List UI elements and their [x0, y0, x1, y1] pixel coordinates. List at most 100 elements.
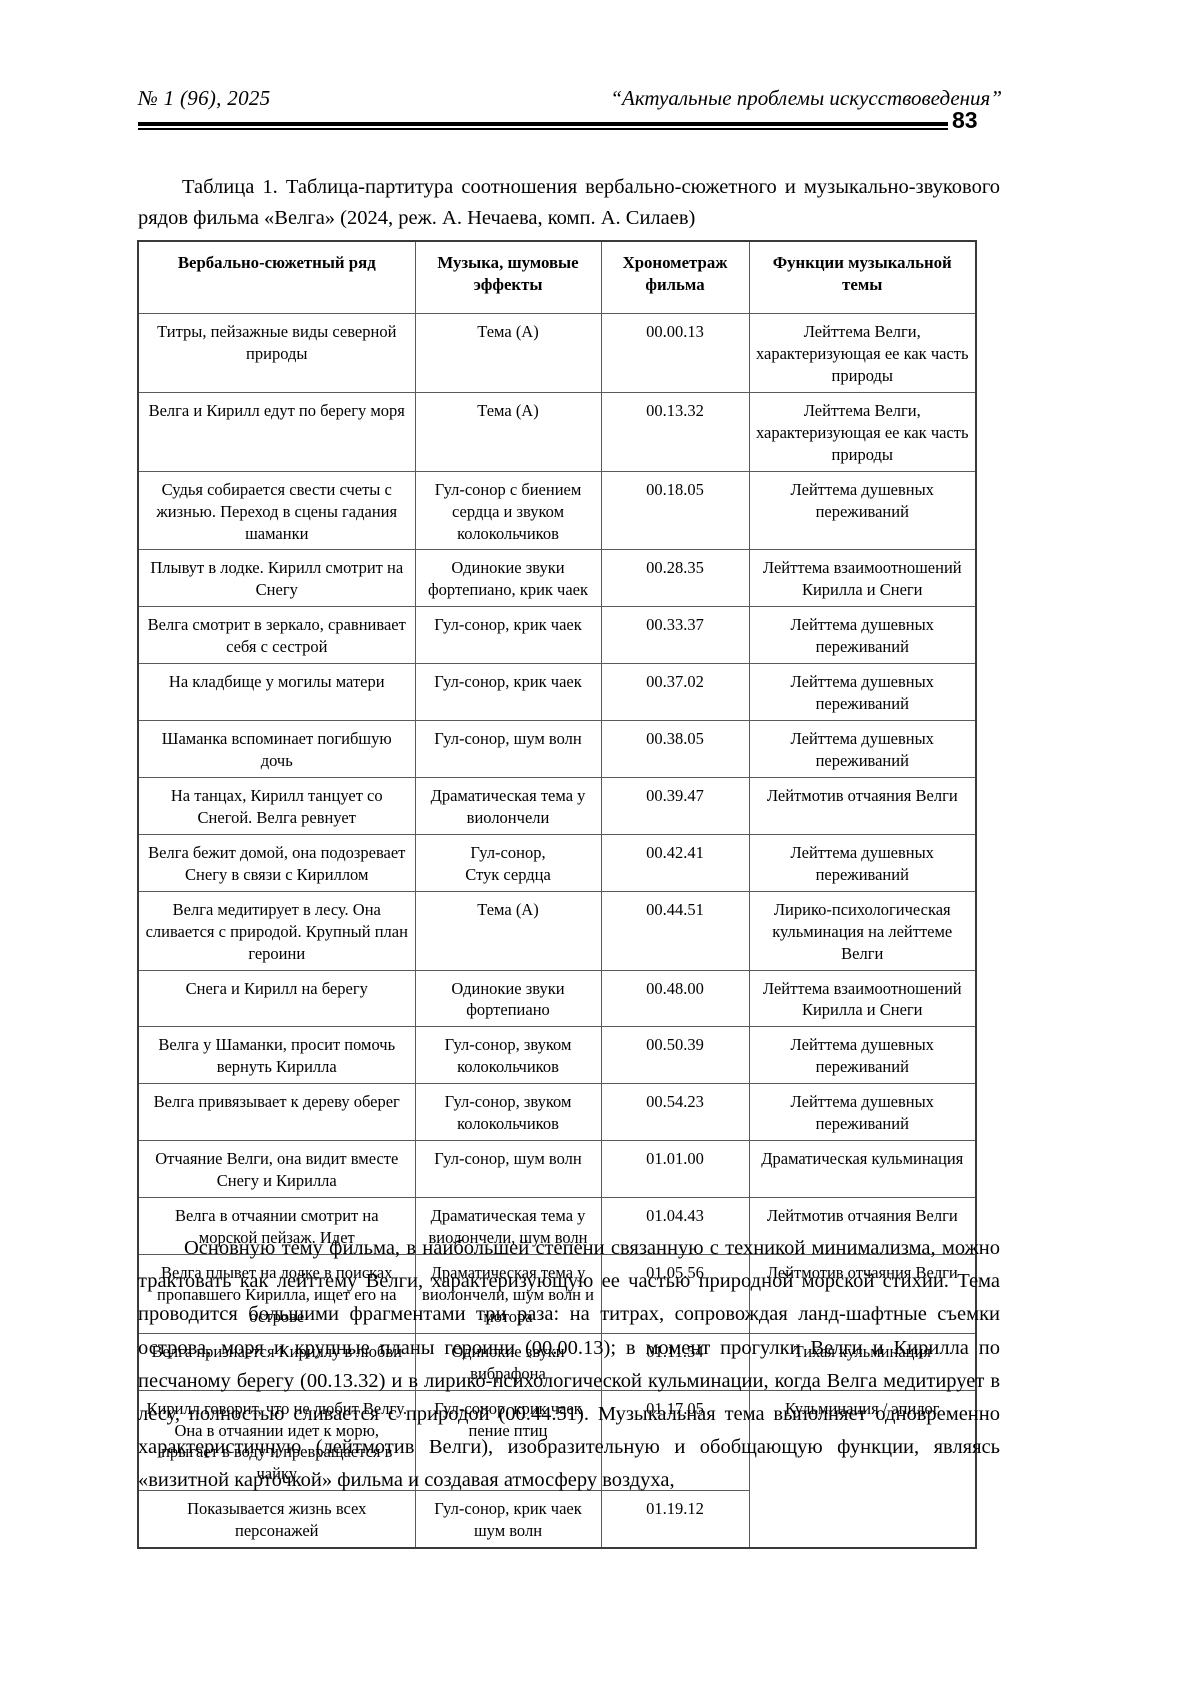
table-row: Велга и Кирилл едут по берегу моря Тема (… — [137, 391, 977, 472]
cell-verbal: На кладбище у могилы матери — [137, 663, 416, 722]
cell-verbal: Судья собирается свести счеты с жизнью. … — [137, 470, 416, 551]
cell-time: 00.38.05 — [600, 720, 750, 778]
cell-time: 01.11.54 — [600, 1332, 750, 1391]
cell-time: 00.33.37 — [600, 606, 750, 665]
cell-function: Драматическая кульминация — [748, 1140, 977, 1198]
cell-verbal: Велга привязывает к дереву оберег — [137, 1083, 416, 1142]
rule-gap — [138, 126, 948, 128]
cell-verbal: Титры, пейзажные виды северной природы — [137, 313, 416, 393]
cell-function: Лейттема душевных переживаний — [748, 606, 977, 665]
table-row: Велга медитирует в лесу. Она сливается с… — [137, 890, 977, 971]
score-table: Вербально-сюжетный ряд Музыка, шумовые э… — [137, 240, 977, 1550]
table-row: На танцах, Кирилл танцует со Снегой. Вел… — [137, 776, 977, 835]
score-table-wrapper: Вербально-сюжетный ряд Музыка, шумовые э… — [137, 240, 977, 1550]
cell-function: Лейттема взаимоотношений Кирилла и Снеги — [748, 969, 977, 1028]
cell-music: Тема (А) — [414, 313, 602, 393]
cell-verbal: Шаманка вспоминает погибшую дочь — [137, 720, 416, 778]
table-row: Показывается жизнь всех персонажей Гул-со… — [137, 1490, 976, 1549]
running-head: № 1 (96), 2025 “Актуальные проблемы иску… — [138, 86, 1002, 111]
table-row: Отчаяние Велги, она видит вместе Снегу и… — [137, 1140, 977, 1198]
rule-thin — [138, 128, 948, 130]
table-row: Велга признается Кириллу в любви Одинокие… — [137, 1332, 977, 1391]
cell-function: Лейттема душевных переживаний — [748, 1026, 977, 1085]
page-number: 83 — [952, 107, 978, 133]
cell-function: Лейтмотив отчаяния Велги — [748, 1197, 977, 1255]
table-caption: Таблица 1. Таблица-партитура соотношения… — [138, 176, 1000, 229]
cell-verbal: Велга у Шаманки, просит помочь вернуть К… — [137, 1026, 416, 1085]
table-row: Велга привязывает к дереву оберег Гул-сон… — [137, 1083, 977, 1142]
cell-verbal: Велга признается Кириллу в любви — [137, 1332, 416, 1391]
cell-function: Лейттема душевных переживаний — [748, 470, 977, 551]
table-row: Кирилл говорит, что не любит Велгу. Она … — [137, 1389, 977, 1549]
rule-thick — [138, 122, 948, 126]
cell-verbal: Велга бежит домой, она подозревает Снегу… — [137, 833, 416, 892]
table-row: Велга смотрит в зеркало, сравнивает себя… — [137, 606, 977, 665]
table-row: Велга бежит домой, она подозревает Снегу… — [137, 833, 977, 892]
column-header-function: Функции музыкальной темы — [748, 240, 977, 314]
cell-music: Драматическая тема у виолончели — [414, 776, 602, 835]
table-row: Плывут в лодке. Кирилл смотрит на Снегу О… — [137, 549, 977, 608]
cell-verbal: Велга и Кирилл едут по берегу моря — [137, 391, 416, 472]
table-row: Велга в отчаянии смотрит на морской пейз… — [137, 1197, 977, 1255]
cell-music: Драматическая тема у виолончели, шум вол… — [414, 1197, 602, 1255]
cell-music: Тема (А) — [414, 391, 602, 472]
cell-music: Одинокие звуки фортепиано, крик чаек — [414, 549, 602, 608]
cell-music: Гул-сонор, шум волн — [414, 1140, 602, 1198]
cell-music: Одинокие звуки фортепиано — [414, 969, 602, 1028]
cell-music: Гул-сонор, звуком колокольчиков — [414, 1083, 602, 1142]
table-row: Титры, пейзажные виды северной природы Те… — [137, 313, 977, 393]
table-row: Судья собирается свести счеты с жизнью. … — [137, 470, 977, 551]
cell-time: 00.39.47 — [600, 776, 750, 835]
cell-function: Лейттема Велги, характеризующая ее как ч… — [748, 313, 977, 393]
cell-function: Лейттема душевных переживаний — [748, 720, 977, 778]
cell-verbal: Кирилл говорит, что не любит Велгу. Она … — [137, 1389, 416, 1492]
cell-function: Кульминация / эпилог — [748, 1389, 977, 1549]
column-header-verbal: Вербально-сюжетный ряд — [137, 240, 416, 314]
cell-music: Гул-сонор с биением сердца и звуком коло… — [414, 470, 602, 551]
cell-verbal: Отчаяние Велги, она видит вместе Снегу и… — [137, 1140, 416, 1198]
cell-time: 00.48.00 — [600, 969, 750, 1028]
table-header-row: Вербально-сюжетный ряд Музыка, шумовые э… — [137, 240, 977, 314]
cell-music: Гул-сонор, шум волн — [414, 720, 602, 778]
cell-music: Гул-сонор, Стук сердца — [414, 833, 602, 892]
table-row: Шаманка вспоминает погибшую дочь Гул-соно… — [137, 720, 977, 778]
cell-music: Гул-сонор, крик чаек — [414, 663, 602, 722]
cell-music: Гул-сонор, крик чаек — [414, 606, 602, 665]
cell-function: Лейттема душевных переживаний — [748, 833, 977, 892]
journal-title: “Актуальные проблемы искусствоведения” — [610, 86, 1002, 110]
cell-time: 00.00.13 — [600, 313, 750, 393]
table-row: Снега и Кирилл на берегу Одинокие звуки ф… — [137, 969, 977, 1028]
cell-function: Лейттема душевных переживаний — [748, 663, 977, 722]
column-header-time: Хронометраж фильма — [600, 240, 750, 314]
cell-verbal: Показывается жизнь всех персонажей — [137, 1490, 416, 1549]
body-paragraph: Основную тему фильма, в наибольшей степе… — [138, 1237, 1000, 1492]
cell-function: Лейтмотив отчаяния Велги — [748, 776, 977, 835]
cell-music: Тема (А) — [414, 890, 602, 971]
table-row: На кладбище у могилы матери Гул-сонор, кр… — [137, 663, 977, 722]
cell-music: Драматическая тема у виолончели, шум вол… — [414, 1253, 602, 1334]
cell-time: 00.28.35 — [600, 549, 750, 608]
column-header-music: Музыка, шумовые эффекты — [414, 240, 602, 314]
cell-verbal: Плывут в лодке. Кирилл смотрит на Снегу — [137, 549, 416, 608]
cell-function: Лейттема взаимоотношений Кирилла и Снеги — [748, 549, 977, 608]
cell-time: 00.44.51 — [600, 890, 750, 971]
cell-time: 00.37.02 — [600, 663, 750, 722]
cell-function: Лейттема душевных переживаний — [748, 1083, 977, 1142]
cell-time: 01.19.12 — [600, 1490, 750, 1549]
cell-music: Гул-сонор, крик чаек пение птиц — [414, 1389, 602, 1492]
table-row: Велга плывет на лодке в поисках пропавше… — [137, 1253, 977, 1334]
cell-time: 00.50.39 — [600, 1026, 750, 1085]
cell-time: 00.54.23 — [600, 1083, 750, 1142]
cell-function: Лирико-психологическая кульминация на ле… — [748, 890, 977, 971]
table-row: Велга у Шаманки, просит помочь вернуть К… — [137, 1026, 977, 1085]
cell-verbal: На танцах, Кирилл танцует со Снегой. Вел… — [137, 776, 416, 835]
cell-music: Одинокие звуки вибрафона — [414, 1332, 602, 1391]
cell-verbal: Велга смотрит в зеркало, сравнивает себя… — [137, 606, 416, 665]
cell-time: 01.01.00 — [600, 1140, 750, 1198]
issue-label: № 1 (96), 2025 — [138, 86, 271, 110]
cell-music: Гул-сонор, крик чаек шум волн — [414, 1490, 602, 1549]
cell-function: Лейттема Велги, характеризующая ее как ч… — [748, 391, 977, 472]
cell-time: 00.18.05 — [600, 470, 750, 551]
cell-time: 01.04.43 — [600, 1197, 750, 1255]
